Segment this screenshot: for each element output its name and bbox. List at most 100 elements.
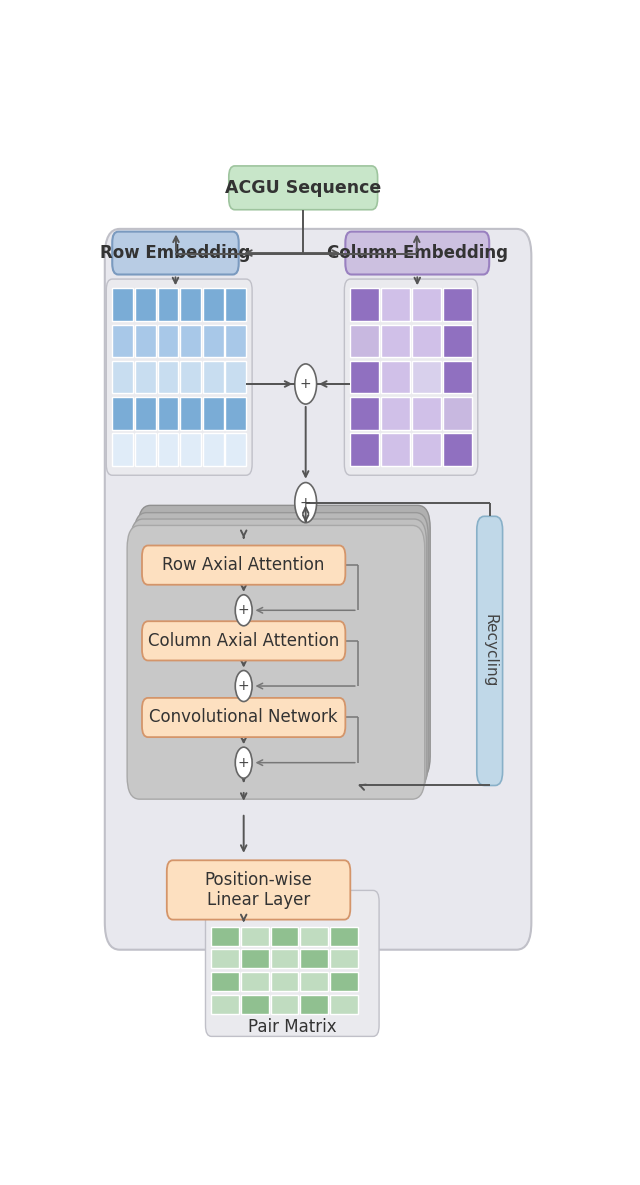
- FancyBboxPatch shape: [167, 860, 350, 920]
- FancyBboxPatch shape: [205, 890, 379, 1037]
- FancyBboxPatch shape: [229, 166, 378, 210]
- Bar: [180, 434, 201, 466]
- Bar: [330, 994, 358, 1013]
- Bar: [225, 434, 246, 466]
- Bar: [381, 360, 410, 393]
- Text: Pair Matrix: Pair Matrix: [248, 1018, 337, 1036]
- FancyBboxPatch shape: [105, 229, 531, 949]
- Bar: [203, 360, 223, 393]
- Bar: [271, 972, 298, 991]
- Bar: [112, 397, 133, 430]
- Circle shape: [295, 482, 317, 523]
- Bar: [381, 325, 410, 357]
- Bar: [135, 434, 156, 466]
- Bar: [203, 288, 223, 321]
- Bar: [157, 288, 178, 321]
- Text: +: +: [238, 679, 250, 693]
- Bar: [300, 949, 328, 968]
- Bar: [241, 949, 269, 968]
- Bar: [225, 397, 246, 430]
- Bar: [241, 927, 269, 946]
- Bar: [350, 288, 380, 321]
- Bar: [443, 288, 472, 321]
- FancyBboxPatch shape: [138, 505, 430, 779]
- Bar: [443, 360, 472, 393]
- Bar: [135, 360, 156, 393]
- Bar: [350, 360, 380, 393]
- Circle shape: [295, 364, 317, 404]
- Bar: [443, 397, 472, 430]
- FancyBboxPatch shape: [142, 545, 346, 584]
- Bar: [300, 927, 328, 946]
- Text: +: +: [300, 377, 312, 391]
- FancyBboxPatch shape: [346, 231, 489, 275]
- Bar: [225, 288, 246, 321]
- Circle shape: [236, 748, 252, 779]
- Text: Position-wise
Linear Layer: Position-wise Linear Layer: [205, 871, 312, 909]
- Bar: [203, 397, 223, 430]
- Bar: [330, 972, 358, 991]
- Bar: [135, 325, 156, 357]
- Bar: [225, 325, 246, 357]
- Bar: [300, 972, 328, 991]
- FancyBboxPatch shape: [112, 231, 239, 275]
- FancyBboxPatch shape: [477, 517, 502, 786]
- Bar: [211, 972, 239, 991]
- Text: Recycling: Recycling: [482, 614, 497, 687]
- Bar: [443, 434, 472, 466]
- Bar: [112, 325, 133, 357]
- Bar: [180, 288, 201, 321]
- Text: ACGU Sequence: ACGU Sequence: [225, 179, 381, 197]
- Bar: [412, 397, 441, 430]
- Bar: [271, 927, 298, 946]
- Circle shape: [236, 671, 252, 702]
- Bar: [203, 434, 223, 466]
- Text: Row Axial Attention: Row Axial Attention: [163, 556, 325, 574]
- Bar: [211, 994, 239, 1013]
- FancyBboxPatch shape: [142, 698, 346, 737]
- Bar: [330, 949, 358, 968]
- Circle shape: [236, 595, 252, 626]
- Bar: [412, 325, 441, 357]
- Text: +: +: [238, 603, 250, 617]
- Bar: [112, 288, 133, 321]
- Bar: [157, 325, 178, 357]
- Bar: [180, 325, 201, 357]
- FancyBboxPatch shape: [142, 621, 346, 660]
- Text: Row Embedding: Row Embedding: [100, 244, 251, 262]
- Bar: [112, 360, 133, 393]
- Bar: [350, 397, 380, 430]
- Bar: [203, 325, 223, 357]
- Bar: [381, 434, 410, 466]
- Bar: [412, 434, 441, 466]
- FancyBboxPatch shape: [344, 280, 478, 475]
- Text: +: +: [300, 495, 312, 510]
- Bar: [157, 360, 178, 393]
- Bar: [211, 927, 239, 946]
- Bar: [225, 360, 246, 393]
- FancyBboxPatch shape: [131, 519, 426, 793]
- Bar: [412, 288, 441, 321]
- Bar: [330, 927, 358, 946]
- FancyBboxPatch shape: [134, 513, 428, 787]
- FancyBboxPatch shape: [106, 280, 252, 475]
- Text: Convolutional Network: Convolutional Network: [149, 709, 338, 726]
- Bar: [350, 434, 380, 466]
- Bar: [381, 288, 410, 321]
- Bar: [180, 397, 201, 430]
- Text: Column Axial Attention: Column Axial Attention: [148, 632, 339, 649]
- Bar: [157, 397, 178, 430]
- Bar: [135, 288, 156, 321]
- Bar: [300, 994, 328, 1013]
- Bar: [271, 994, 298, 1013]
- Text: Column Embedding: Column Embedding: [327, 244, 508, 262]
- Bar: [180, 360, 201, 393]
- Bar: [112, 434, 133, 466]
- Bar: [443, 325, 472, 357]
- Bar: [241, 972, 269, 991]
- Bar: [271, 949, 298, 968]
- Bar: [211, 949, 239, 968]
- FancyBboxPatch shape: [127, 525, 425, 799]
- Bar: [135, 397, 156, 430]
- Bar: [412, 360, 441, 393]
